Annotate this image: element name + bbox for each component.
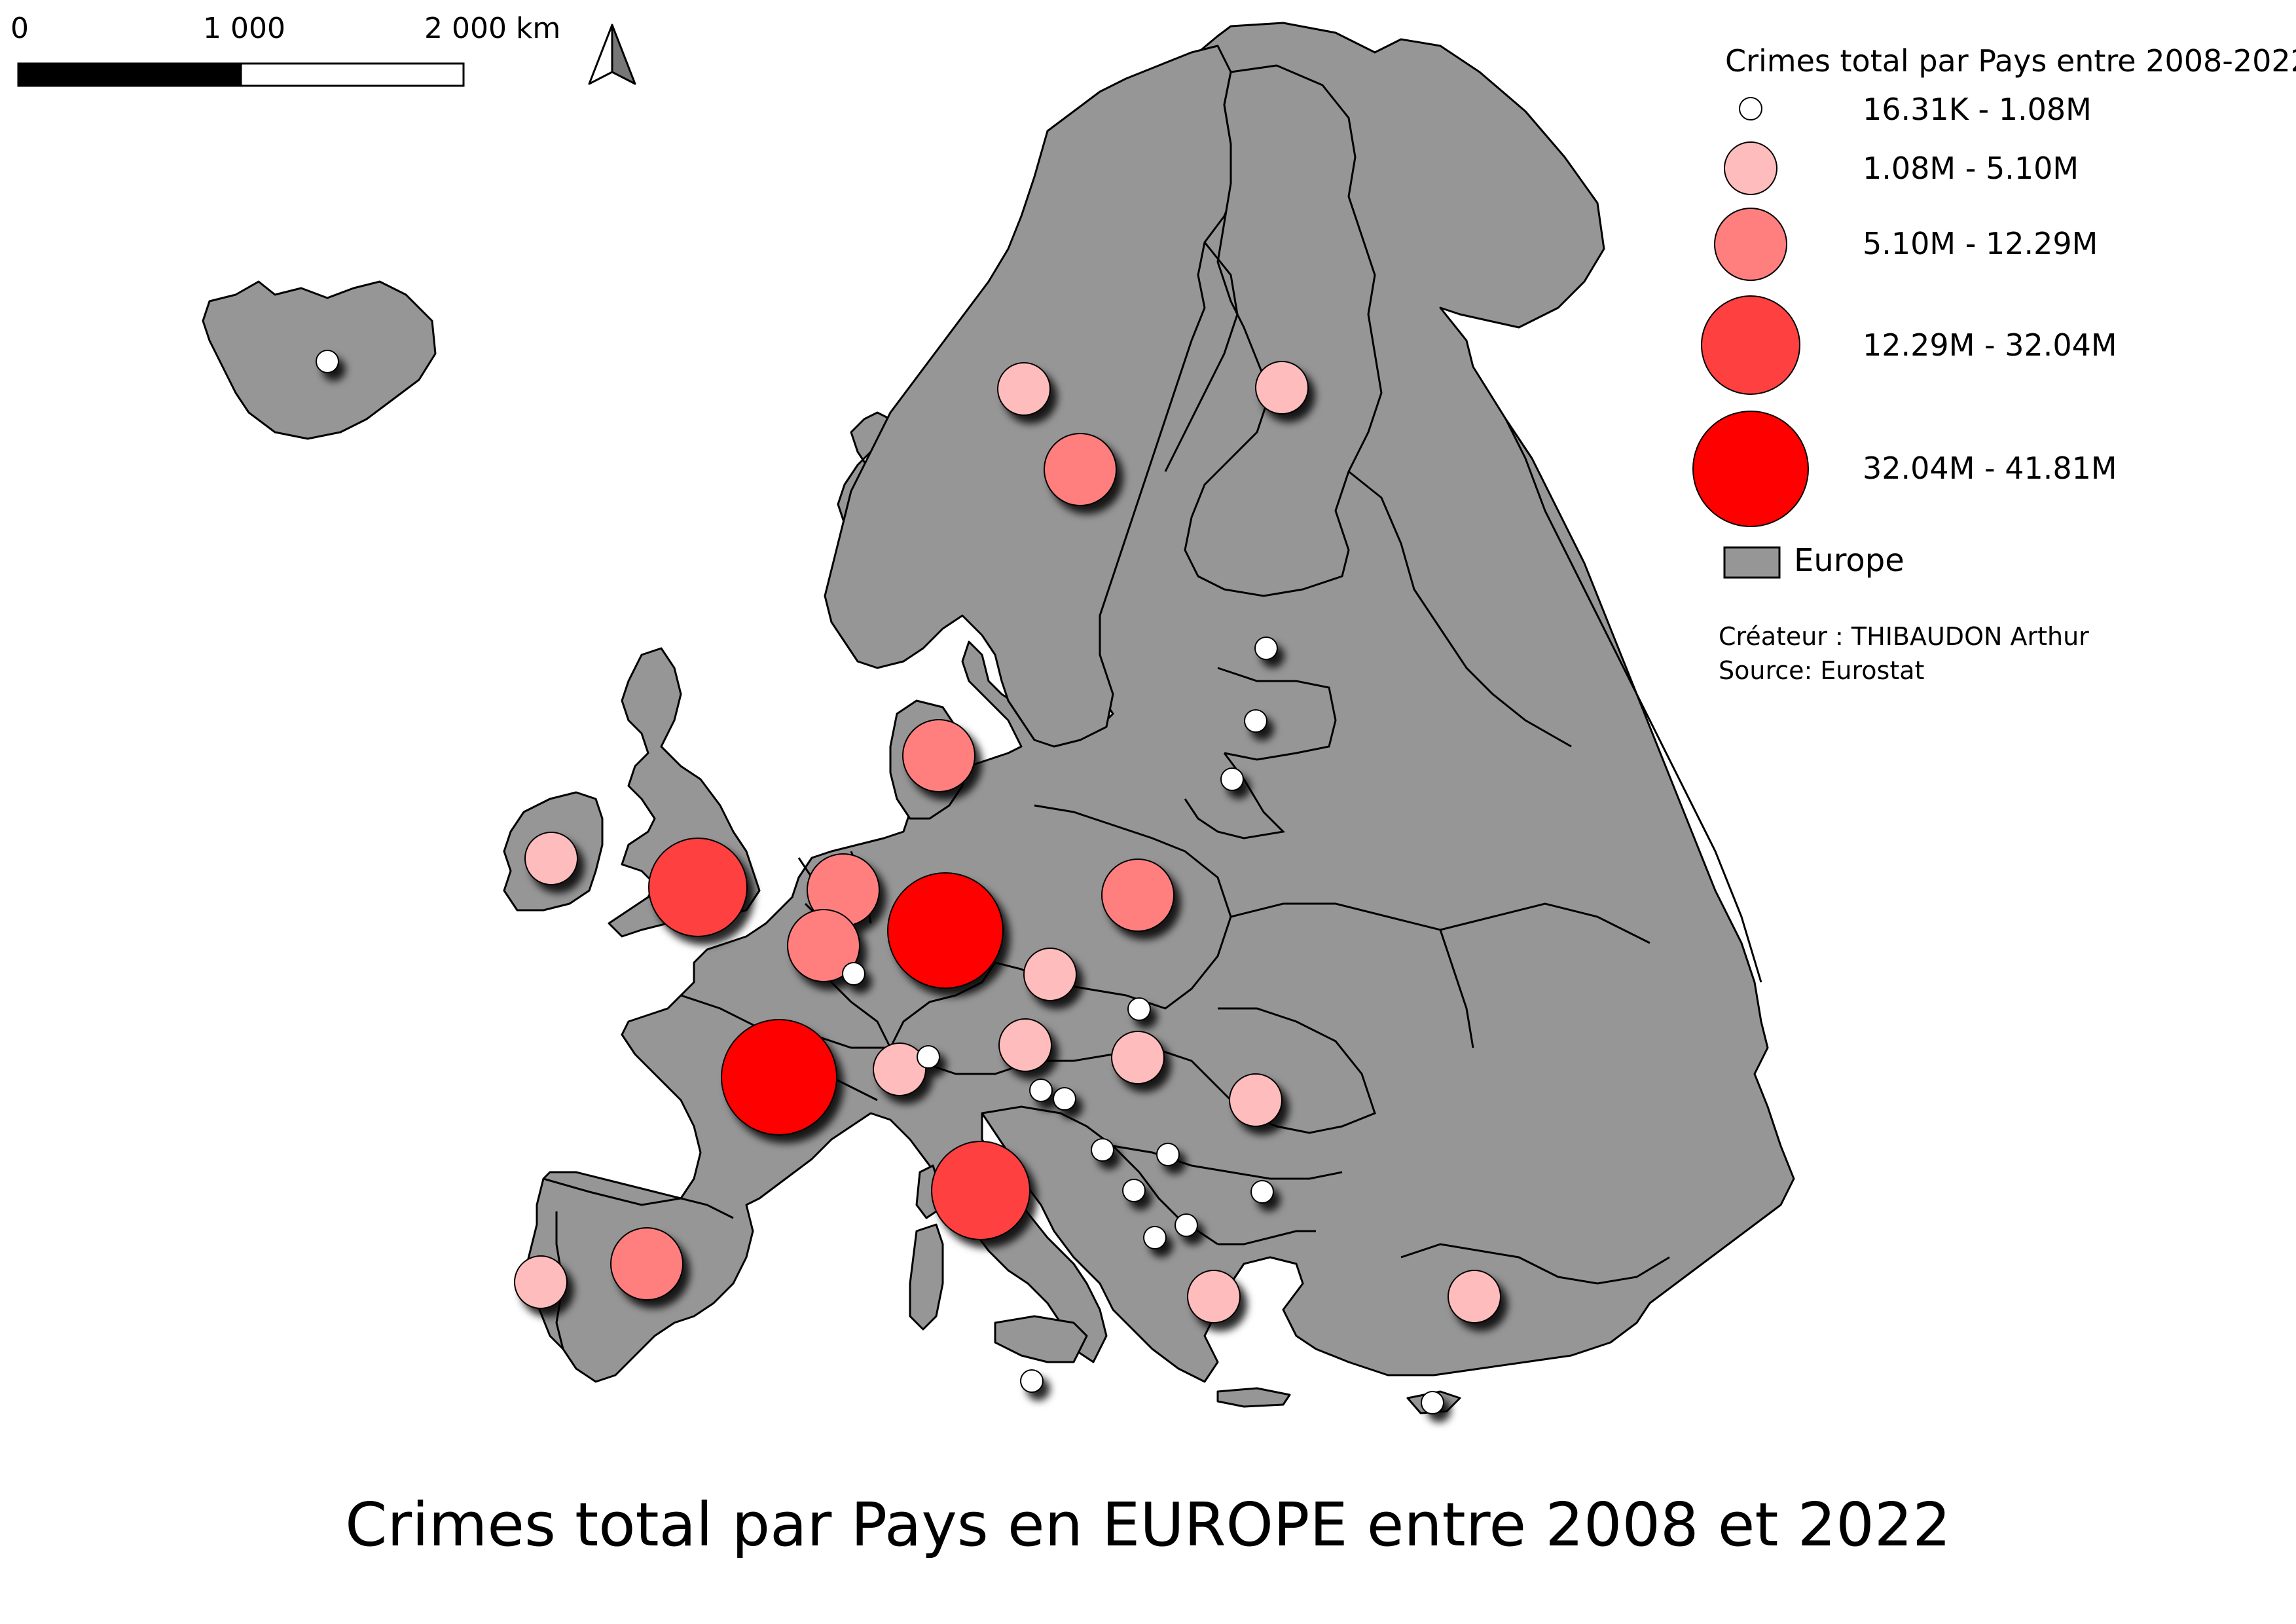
crime-symbol-liechtenstein (917, 1045, 940, 1069)
crime-symbol-austria (998, 1018, 1052, 1072)
crime-symbol-switzerland (873, 1043, 926, 1096)
finland-shape (1184, 64, 1383, 597)
crime-symbol-ireland (524, 832, 578, 885)
legend-europe-swatch (1723, 546, 1781, 579)
scale-bar (17, 62, 465, 87)
sicily-shape (994, 1315, 1088, 1363)
map-title: Crimes total par Pays en EUROPE entre 20… (345, 1490, 1951, 1560)
crime-symbol-belgium (787, 909, 860, 982)
legend-symbols (1692, 97, 1809, 527)
crime-symbol-montenegro (1122, 1179, 1146, 1202)
legend-class-label-5: 32.04M - 41.81M (1863, 451, 2117, 486)
scale-label-1000: 1 000 (203, 12, 285, 45)
crime-symbol-slovakia (1127, 997, 1151, 1021)
crime-symbol-cyprus (1421, 1391, 1444, 1414)
legend-symbol-5 (1692, 411, 1809, 527)
crime-symbol-bosnia (1091, 1138, 1114, 1162)
creator-credit: Créateur : THIBAUDON Arthur (1719, 622, 2089, 651)
crime-symbol-poland (1101, 858, 1175, 932)
legend-class-label-4: 12.29M - 32.04M (1863, 327, 2117, 363)
legend-symbol-3 (1714, 208, 1787, 281)
crime-symbol-denmark (902, 719, 975, 792)
crime-symbol-sweden (1044, 433, 1117, 506)
crime-symbol-united-kingdom (648, 838, 748, 937)
source-credit: Source: Eurostat (1719, 656, 1925, 685)
crime-symbol-czechia (1023, 948, 1077, 1001)
crime-symbol-portugal (514, 1255, 568, 1309)
crime-symbol-france (721, 1019, 837, 1135)
crime-symbol-finland (1255, 361, 1309, 415)
legend-class-label-1: 16.31K - 1.08M (1863, 92, 2092, 127)
crime-symbol-estonia (1254, 637, 1278, 660)
crime-symbol-norway (997, 362, 1051, 416)
crime-symbol-romania (1229, 1073, 1283, 1127)
crime-symbol-germany (887, 872, 1004, 989)
crime-symbol-malta (1020, 1369, 1044, 1393)
scale-bar-segment-white (240, 62, 465, 87)
crete-shape (1216, 1387, 1291, 1408)
scale-label-0: 0 (10, 12, 29, 45)
crime-symbol-bulgaria (1250, 1180, 1274, 1204)
crime-symbol-lithuania (1220, 767, 1244, 791)
crime-symbol-italy (931, 1141, 1030, 1240)
scale-bar-segment-black (17, 62, 242, 87)
sardinia-shape (909, 1223, 944, 1331)
crime-symbol-albania (1143, 1226, 1167, 1249)
crime-symbol-north-macedonia (1175, 1213, 1198, 1237)
crime-symbol-spain (610, 1227, 683, 1301)
north-arrow-icon (588, 24, 636, 85)
legend-symbol-2 (1724, 141, 1777, 195)
legend-class-label-3: 5.10M - 12.29M (1863, 226, 2098, 261)
crime-symbol-croatia (1053, 1087, 1076, 1111)
crime-symbol-iceland (316, 350, 339, 373)
crime-symbol-hungary (1111, 1031, 1165, 1084)
crime-symbol-slovenia (1029, 1079, 1053, 1102)
scale-label-2000: 2 000 km (424, 12, 561, 45)
legend-europe-label: Europe (1794, 542, 1904, 579)
legend-title: Crimes total par Pays entre 2008-2022 (1725, 43, 2296, 79)
legend-symbol-1 (1739, 97, 1762, 120)
crime-symbol-greece (1187, 1270, 1241, 1323)
proportional-symbols (316, 350, 1501, 1414)
crime-symbol-turkey (1448, 1270, 1501, 1323)
crime-symbol-latvia (1244, 709, 1267, 733)
crime-symbol-serbia (1156, 1143, 1180, 1166)
legend-class-label-2: 1.08M - 5.10M (1863, 151, 2079, 186)
legend-symbol-4 (1701, 295, 1800, 395)
crime-symbol-luxembourg (842, 962, 866, 986)
